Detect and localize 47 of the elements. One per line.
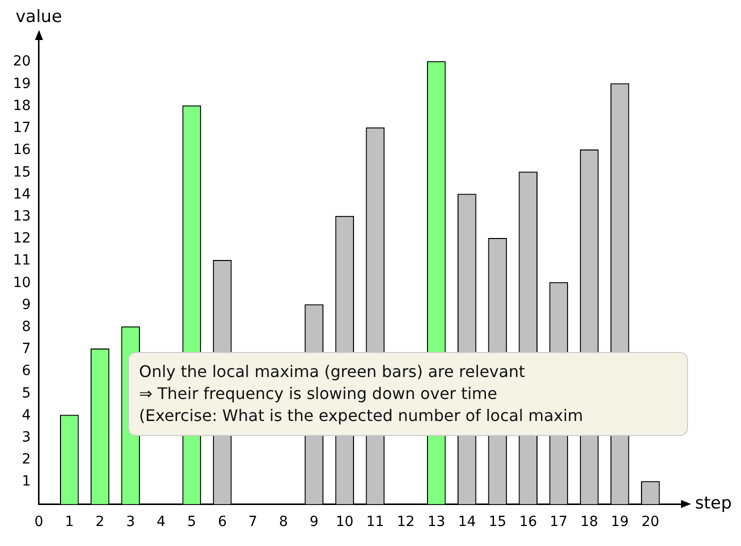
y-tick-label: 11 (12, 252, 31, 269)
text-box: Only the local maxima (green bars) are relevant ⇒ Their frequency is slowing down over time (Exercise: What is the expected number of local maxim (128, 352, 688, 436)
y-tick-label: 20 (12, 54, 31, 70)
annotation: Only the local maxima (green bars) are relevant (139, 361, 526, 383)
y-tick-label: 13 (12, 208, 31, 224)
x-tick-label: 8 (278, 514, 288, 530)
y-tick-label: 3 (22, 430, 31, 446)
x-tick-label: 15 (488, 514, 506, 530)
y-tick-label: 9 (22, 296, 31, 313)
x-tick-label: 7 (248, 514, 258, 530)
y-axis-title: value (16, 6, 62, 27)
y-tick-label: 18 (12, 98, 31, 114)
x-tick-label: 10 (336, 514, 354, 530)
y-tick-label: 12 (12, 230, 31, 247)
y-tick-label: 15 (12, 164, 31, 180)
x-tick-label: 0 (34, 514, 44, 530)
x-tick-label: 1 (64, 514, 74, 530)
y-tick-label: 8 (22, 319, 31, 336)
y-tick-label: 1 (22, 474, 31, 490)
x-axis-title: step (695, 494, 732, 514)
x-tick-label: 18 (580, 514, 598, 530)
y-tick-label: 16 (12, 142, 31, 158)
annotation: ⇒ Their frequency is slowing down over time (139, 383, 498, 405)
y-tick-label: 14 (12, 186, 31, 202)
y-tick-label: 19 (12, 76, 31, 92)
x-tick-label: 4 (156, 514, 166, 530)
y-tick-label: 2 (22, 452, 31, 468)
x-tick-label: 3 (126, 514, 136, 530)
y-tick-label: 5 (22, 385, 31, 402)
x-tick-label: 6 (218, 514, 227, 530)
x-tick-label: 20 (642, 514, 660, 530)
x-tick-label: 17 (550, 514, 568, 530)
x-tick-label: 13 (427, 514, 446, 530)
y-tick-label: 6 (22, 363, 31, 380)
x-tick-label: 9 (310, 514, 318, 530)
x-tick-label: 12 (396, 514, 415, 530)
x-tick-label: 19 (610, 514, 629, 530)
y-tick-label: 4 (22, 407, 31, 424)
y-tick-label: 10 (12, 274, 31, 291)
x-tick-label: 5 (187, 514, 196, 530)
annotation: (Exercise: What is the expected number of local maxim (139, 405, 584, 427)
y-tick-label: 7 (22, 341, 31, 358)
x-tick-label: 16 (519, 514, 538, 530)
x-tick-label: 11 (366, 514, 384, 530)
y-tick-label: 17 (12, 120, 31, 136)
x-tick-label: 2 (96, 514, 104, 530)
x-tick-label: 14 (458, 514, 476, 530)
